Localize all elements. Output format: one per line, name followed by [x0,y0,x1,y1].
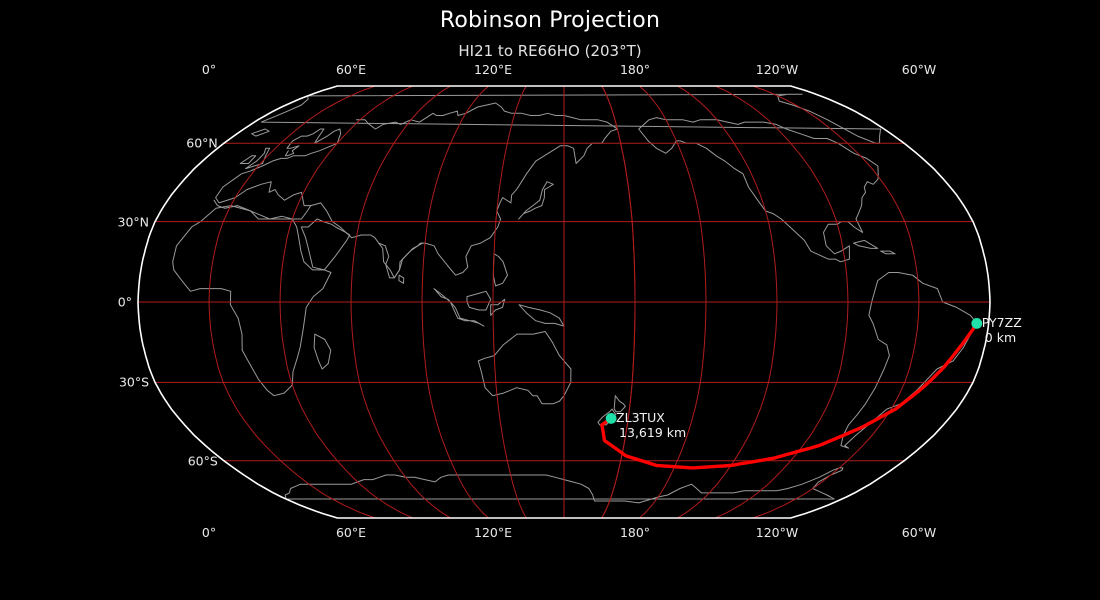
station-marker-zl3tux[interactable] [605,413,617,424]
coastline [853,239,879,249]
coastline [466,290,492,311]
lon-tick-bottom: 60°W [901,525,937,540]
lon-tick-bottom: 120°W [755,525,799,540]
coastline [378,242,424,279]
coastline [356,102,618,130]
coastline [300,218,351,271]
coastline [880,250,896,255]
coastline [492,253,508,287]
coastline [213,181,312,220]
lat-tick-left: 0° [117,294,132,310]
lon-tick-top: 60°W [901,62,937,77]
lon-tick-bottom: 120°E [473,525,513,540]
lon-tick-bottom: 60°E [335,525,367,540]
lon-tick-bottom: 0° [201,525,217,540]
page-subtitle: HI21 to RE66HO (203°T) [458,42,642,60]
coastline [477,331,572,405]
lat-tick-left: 30°N [117,214,150,230]
lon-tick-top: 60°E [335,62,367,77]
coastline [251,128,270,137]
coastline-layer [172,93,978,504]
coastline [490,298,506,316]
lon-tick-top: 120°E [473,62,513,77]
coastline [518,304,565,327]
lat-tick-left: 30°S [118,374,150,390]
lon-tick-top: 0° [201,62,217,77]
lat-tick-left: 60°S [187,453,218,469]
coastline [313,333,332,370]
coastline [172,205,332,397]
map-outline [137,85,991,519]
coastline [310,128,618,279]
path-segment [600,321,979,470]
map-border [137,85,991,519]
lon-tick-bottom: 180° [619,525,651,540]
page-title: Robinson Projection [439,8,661,33]
coastline [840,272,978,449]
coastline [638,117,879,263]
coastline [222,128,342,188]
great-circle-path [600,321,979,470]
coastline [433,288,485,327]
coastline [398,274,405,284]
lat-tick-left: 60°N [186,135,218,151]
station-marker-py7zz[interactable] [971,318,983,329]
lon-tick-top: 120°W [755,62,799,77]
coastline [260,93,882,144]
graticule-layer [137,85,991,519]
coastline [245,147,271,170]
coastline [518,181,554,220]
lon-tick-top: 180° [619,62,651,77]
station-markers [605,318,983,424]
coastline [613,395,626,413]
coastline [239,155,257,164]
